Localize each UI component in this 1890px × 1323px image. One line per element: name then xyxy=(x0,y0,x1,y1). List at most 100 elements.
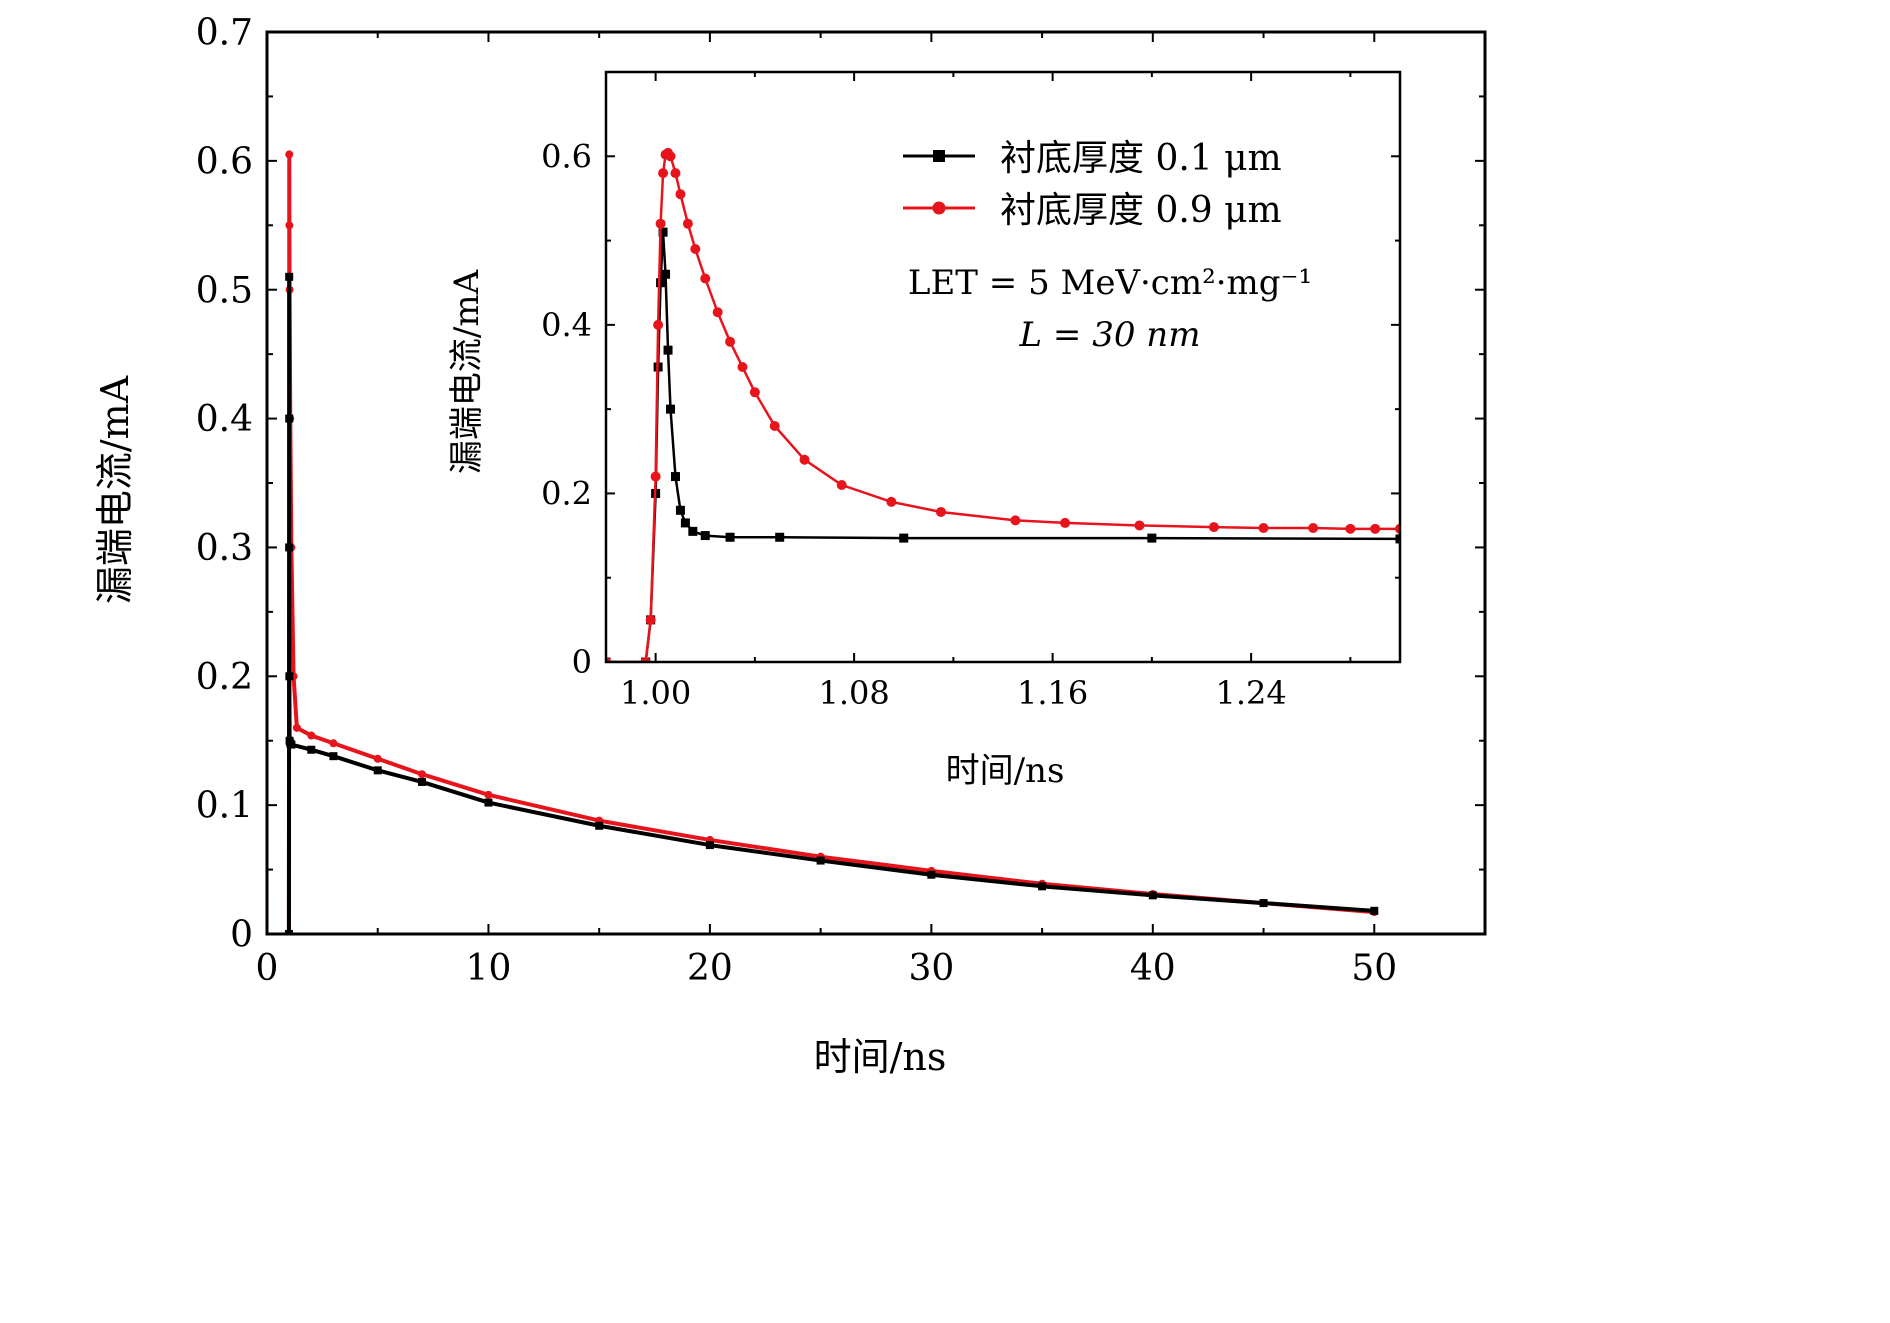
data-point xyxy=(284,930,293,934)
main-series xyxy=(284,150,1379,934)
legend-marker-square xyxy=(933,150,945,162)
data-point xyxy=(1370,906,1379,915)
legend-entry-1: 衬底厚度 0.9 μm xyxy=(903,190,1282,231)
data-point xyxy=(899,533,909,543)
data-point xyxy=(1148,891,1157,900)
data-point xyxy=(1060,517,1071,528)
x-tick-label: 30 xyxy=(908,948,954,989)
legend-entry-0: 衬底厚度 0.1 μm xyxy=(903,138,1282,179)
data-point xyxy=(737,362,748,372)
data-point xyxy=(329,739,338,748)
y-tick-label: 0.4 xyxy=(541,306,592,344)
data-point xyxy=(670,168,681,179)
data-point xyxy=(1134,520,1145,531)
data-point xyxy=(705,841,714,850)
x-tick-label: 1.00 xyxy=(620,674,691,712)
data-point xyxy=(373,766,382,775)
data-point xyxy=(1038,882,1047,891)
data-point xyxy=(645,614,656,625)
inset-plot: 1.00 1.08 1.16 1.24 0 0.2 0.4 0.6 时间/ns 漏端电流/mA… xyxy=(447,70,1402,791)
data-point xyxy=(418,777,427,786)
data-point xyxy=(700,531,710,541)
data-point xyxy=(666,404,676,414)
data-point xyxy=(799,454,810,465)
data-point xyxy=(1147,533,1157,543)
data-point xyxy=(725,532,735,542)
series-line xyxy=(286,152,1375,934)
y-tick-label: 0.6 xyxy=(196,141,253,182)
x-tick-label: 10 xyxy=(466,948,512,989)
legend-label: 衬底厚度 0.1 μm xyxy=(1000,138,1282,179)
data-point xyxy=(690,244,701,254)
data-point xyxy=(292,723,301,732)
data-point xyxy=(285,672,294,681)
main-tick-labels: 0 10 20 30 40 50 0 0.1 0.2 0.3 0.4 0.5 0.6 0.7 xyxy=(196,13,1397,989)
y-tick-label: 0.2 xyxy=(541,475,592,513)
data-point xyxy=(680,518,690,528)
data-point xyxy=(775,532,785,542)
data-point xyxy=(650,471,661,482)
data-point xyxy=(285,414,294,423)
data-point xyxy=(675,189,686,200)
x-tick-label: 1.16 xyxy=(1017,674,1088,712)
data-point xyxy=(595,821,604,830)
data-point xyxy=(285,543,294,552)
y-tick-label: 0.2 xyxy=(196,657,253,698)
x-tick-label: 0 xyxy=(256,948,279,989)
y-tick-label: 0.6 xyxy=(541,137,592,175)
legend-marker-circle xyxy=(932,201,946,215)
data-point xyxy=(836,480,847,490)
data-point xyxy=(1345,523,1356,534)
data-point xyxy=(285,272,294,281)
legend: 衬底厚度 0.1 μm 衬底厚度 0.9 μm xyxy=(903,138,1282,231)
data-point xyxy=(675,505,685,515)
data-point xyxy=(816,856,825,865)
data-point xyxy=(484,798,493,807)
main-x-axis-label: 时间/ns xyxy=(814,1035,947,1079)
x-tick-label: 50 xyxy=(1351,948,1397,989)
data-point xyxy=(1258,522,1269,533)
data-point xyxy=(661,269,671,279)
y-tick-label: 0.4 xyxy=(196,399,253,440)
data-point xyxy=(373,754,382,763)
data-point xyxy=(670,472,680,482)
inset-x-axis-label: 时间/ns xyxy=(946,751,1065,791)
data-point xyxy=(329,752,338,761)
data-point xyxy=(285,221,294,230)
main-y-axis-label: 漏端电流/mA xyxy=(93,375,137,604)
data-point xyxy=(1259,899,1268,908)
data-point xyxy=(688,526,698,536)
inset-y-axis-label: 漏端电流/mA xyxy=(447,269,487,474)
inset-series xyxy=(606,147,1400,662)
data-point xyxy=(886,496,897,507)
data-point xyxy=(935,506,946,517)
data-point xyxy=(749,387,760,398)
data-point xyxy=(1308,522,1319,533)
data-point xyxy=(927,870,936,879)
data-point xyxy=(484,790,493,799)
main-plot-frame xyxy=(265,30,1487,936)
data-point xyxy=(665,151,676,162)
series-black-0.1um xyxy=(284,272,1379,934)
annotation-length: L = 30 nm xyxy=(1019,315,1201,355)
data-point xyxy=(682,218,693,229)
y-tick-label: 0.7 xyxy=(196,13,253,54)
data-point xyxy=(287,740,296,749)
data-point xyxy=(1208,522,1219,533)
y-tick-label: 0.1 xyxy=(196,786,253,827)
data-point xyxy=(663,345,673,355)
y-tick-label: 0 xyxy=(230,915,253,956)
y-tick-label: 0 xyxy=(572,643,592,681)
data-point xyxy=(658,227,668,237)
data-point xyxy=(656,278,666,288)
data-point xyxy=(700,273,711,284)
inset-plot-frame xyxy=(604,70,1402,664)
data-point xyxy=(1010,515,1021,526)
annotation-let: LET = 5 MeV·cm²·mg⁻¹ xyxy=(908,263,1312,303)
data-point xyxy=(712,307,723,318)
data-point xyxy=(658,168,669,179)
y-tick-label: 0.5 xyxy=(196,270,253,311)
data-point xyxy=(307,731,316,740)
